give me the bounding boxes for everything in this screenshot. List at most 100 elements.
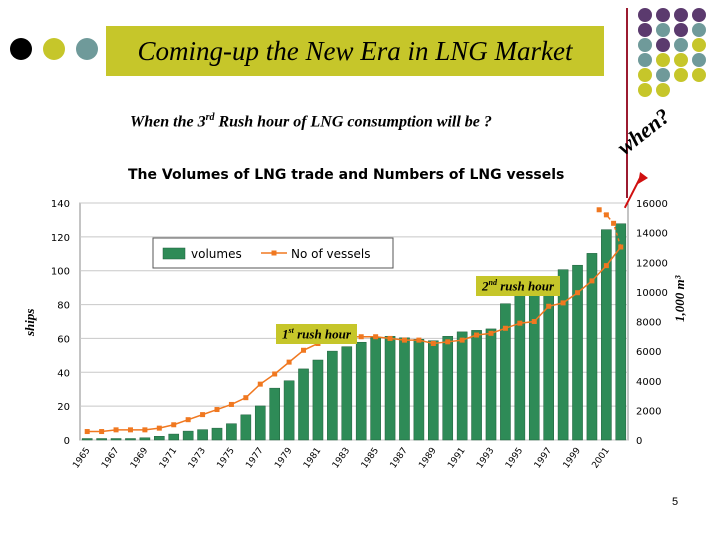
decor-dot — [692, 38, 706, 52]
volume-bar — [528, 284, 540, 441]
vessels-point — [286, 359, 292, 365]
vessels-point — [358, 334, 364, 340]
volume-bar — [211, 427, 223, 441]
subtitle-suffix: Rush hour of LNG consumption will be ? — [214, 113, 492, 131]
y-left-tick-label: 100 — [51, 267, 70, 278]
vessels-point — [257, 381, 263, 387]
decor-dot — [76, 38, 98, 60]
volume-bar — [572, 264, 583, 441]
y-right-tick-label: 6000 — [636, 347, 661, 358]
y-left-tick-label: 40 — [57, 368, 70, 379]
legend-swatch-volumes — [162, 247, 186, 260]
volume-bar — [81, 438, 93, 441]
x-tick-label: 1993 — [475, 446, 496, 470]
volume-bar — [615, 223, 627, 441]
volume-bar — [240, 414, 252, 441]
decor-dot — [656, 38, 670, 52]
volume-bar — [601, 229, 612, 441]
volume-bar — [514, 291, 526, 441]
vessels-point — [84, 429, 90, 435]
subtitle-sup: rd — [205, 112, 215, 123]
decor-dot — [692, 23, 706, 37]
vessels-forecast-point — [611, 220, 617, 226]
x-tick-label: 1975 — [216, 446, 237, 470]
x-tick-label: 1969 — [129, 446, 150, 471]
decor-dot — [674, 53, 688, 67]
callout-second-sup: nd — [488, 278, 497, 287]
vessels-point — [200, 412, 206, 418]
vessels-forecast-point — [596, 207, 602, 213]
decor-dot — [692, 68, 706, 82]
vessels-point — [99, 429, 105, 435]
y-left-tick-label: 120 — [51, 233, 70, 244]
volume-bar — [110, 438, 122, 441]
callout-first-num: 1 — [282, 326, 289, 342]
vessels-point — [531, 319, 537, 324]
vessels-point — [546, 303, 552, 309]
vessels-point — [488, 330, 494, 336]
vessels-point — [502, 325, 508, 331]
y-right-tick-label: 16000 — [636, 199, 668, 210]
x-tick-label: 2001 — [590, 446, 611, 470]
volume-bar — [327, 350, 338, 441]
slide-subtitle: When the 3rd Rush hour of LNG consumptio… — [130, 112, 492, 131]
vessels-point — [113, 427, 119, 433]
volume-bar — [442, 336, 454, 441]
slide-title: Coming-up the New Era in LNG Market — [137, 35, 573, 66]
volume-bar — [139, 437, 151, 441]
volume-bar — [456, 331, 468, 441]
volume-bar — [168, 433, 180, 441]
x-tick-label: 1985 — [360, 446, 381, 470]
volume-bar — [471, 330, 482, 441]
x-tick-label: 1995 — [504, 446, 525, 470]
vessels-point — [430, 341, 436, 347]
volume-bar — [182, 430, 194, 441]
volume-bar — [485, 328, 497, 441]
x-tick-label: 1999 — [562, 446, 583, 471]
vessels-point — [272, 371, 278, 377]
decor-dot — [638, 68, 652, 82]
decor-dot — [656, 68, 670, 82]
volume-bar — [154, 436, 165, 441]
volume-bar — [312, 359, 324, 441]
y-right-tick-label: 4000 — [636, 377, 661, 388]
vessels-point — [474, 332, 480, 338]
vessels-point — [603, 263, 609, 269]
vessels-point — [575, 290, 581, 296]
volume-bar — [428, 340, 439, 441]
y-right-tick-label: 10000 — [636, 288, 668, 299]
callout-second-rush-hour: 2nd rush hour — [476, 276, 561, 297]
volume-bar — [500, 303, 511, 441]
volume-bar — [586, 253, 598, 441]
decor-dot — [10, 38, 32, 60]
legend-label-volumes: volumes — [191, 247, 242, 261]
volume-bar — [254, 405, 266, 441]
vessels-point — [416, 337, 422, 343]
page-number: 5 — [672, 496, 679, 508]
x-tick-label: 1983 — [331, 446, 352, 470]
subtitle-prefix: When the 3 — [130, 113, 206, 131]
volume-bar — [269, 387, 280, 441]
volume-bar — [226, 423, 237, 441]
volume-bar — [341, 346, 353, 441]
y-left-tick-label: 80 — [57, 301, 70, 312]
vessels-point — [459, 337, 465, 343]
legend-label-vessels: No of vessels — [291, 247, 370, 261]
y-right-tick-label: 14000 — [636, 229, 668, 240]
x-tick-label: 1991 — [446, 446, 467, 470]
volume-bar — [96, 438, 107, 441]
decor-dot — [656, 53, 670, 67]
volume-bar — [197, 429, 208, 441]
x-tick-label: 1979 — [273, 446, 294, 471]
vessels-point — [560, 300, 566, 306]
decor-dot — [692, 8, 706, 22]
vessels-point — [142, 427, 148, 433]
vessels-forecast-point — [603, 212, 609, 218]
y-left-tick-label: 0 — [64, 436, 70, 447]
legend-swatch-vessels-point — [271, 250, 277, 256]
decor-dot — [674, 38, 688, 52]
x-tick-label: 1981 — [302, 446, 323, 470]
vessels-point — [243, 395, 249, 401]
vessels-point — [373, 334, 379, 340]
title-bar: Coming-up the New Era in LNG Market — [106, 26, 604, 76]
